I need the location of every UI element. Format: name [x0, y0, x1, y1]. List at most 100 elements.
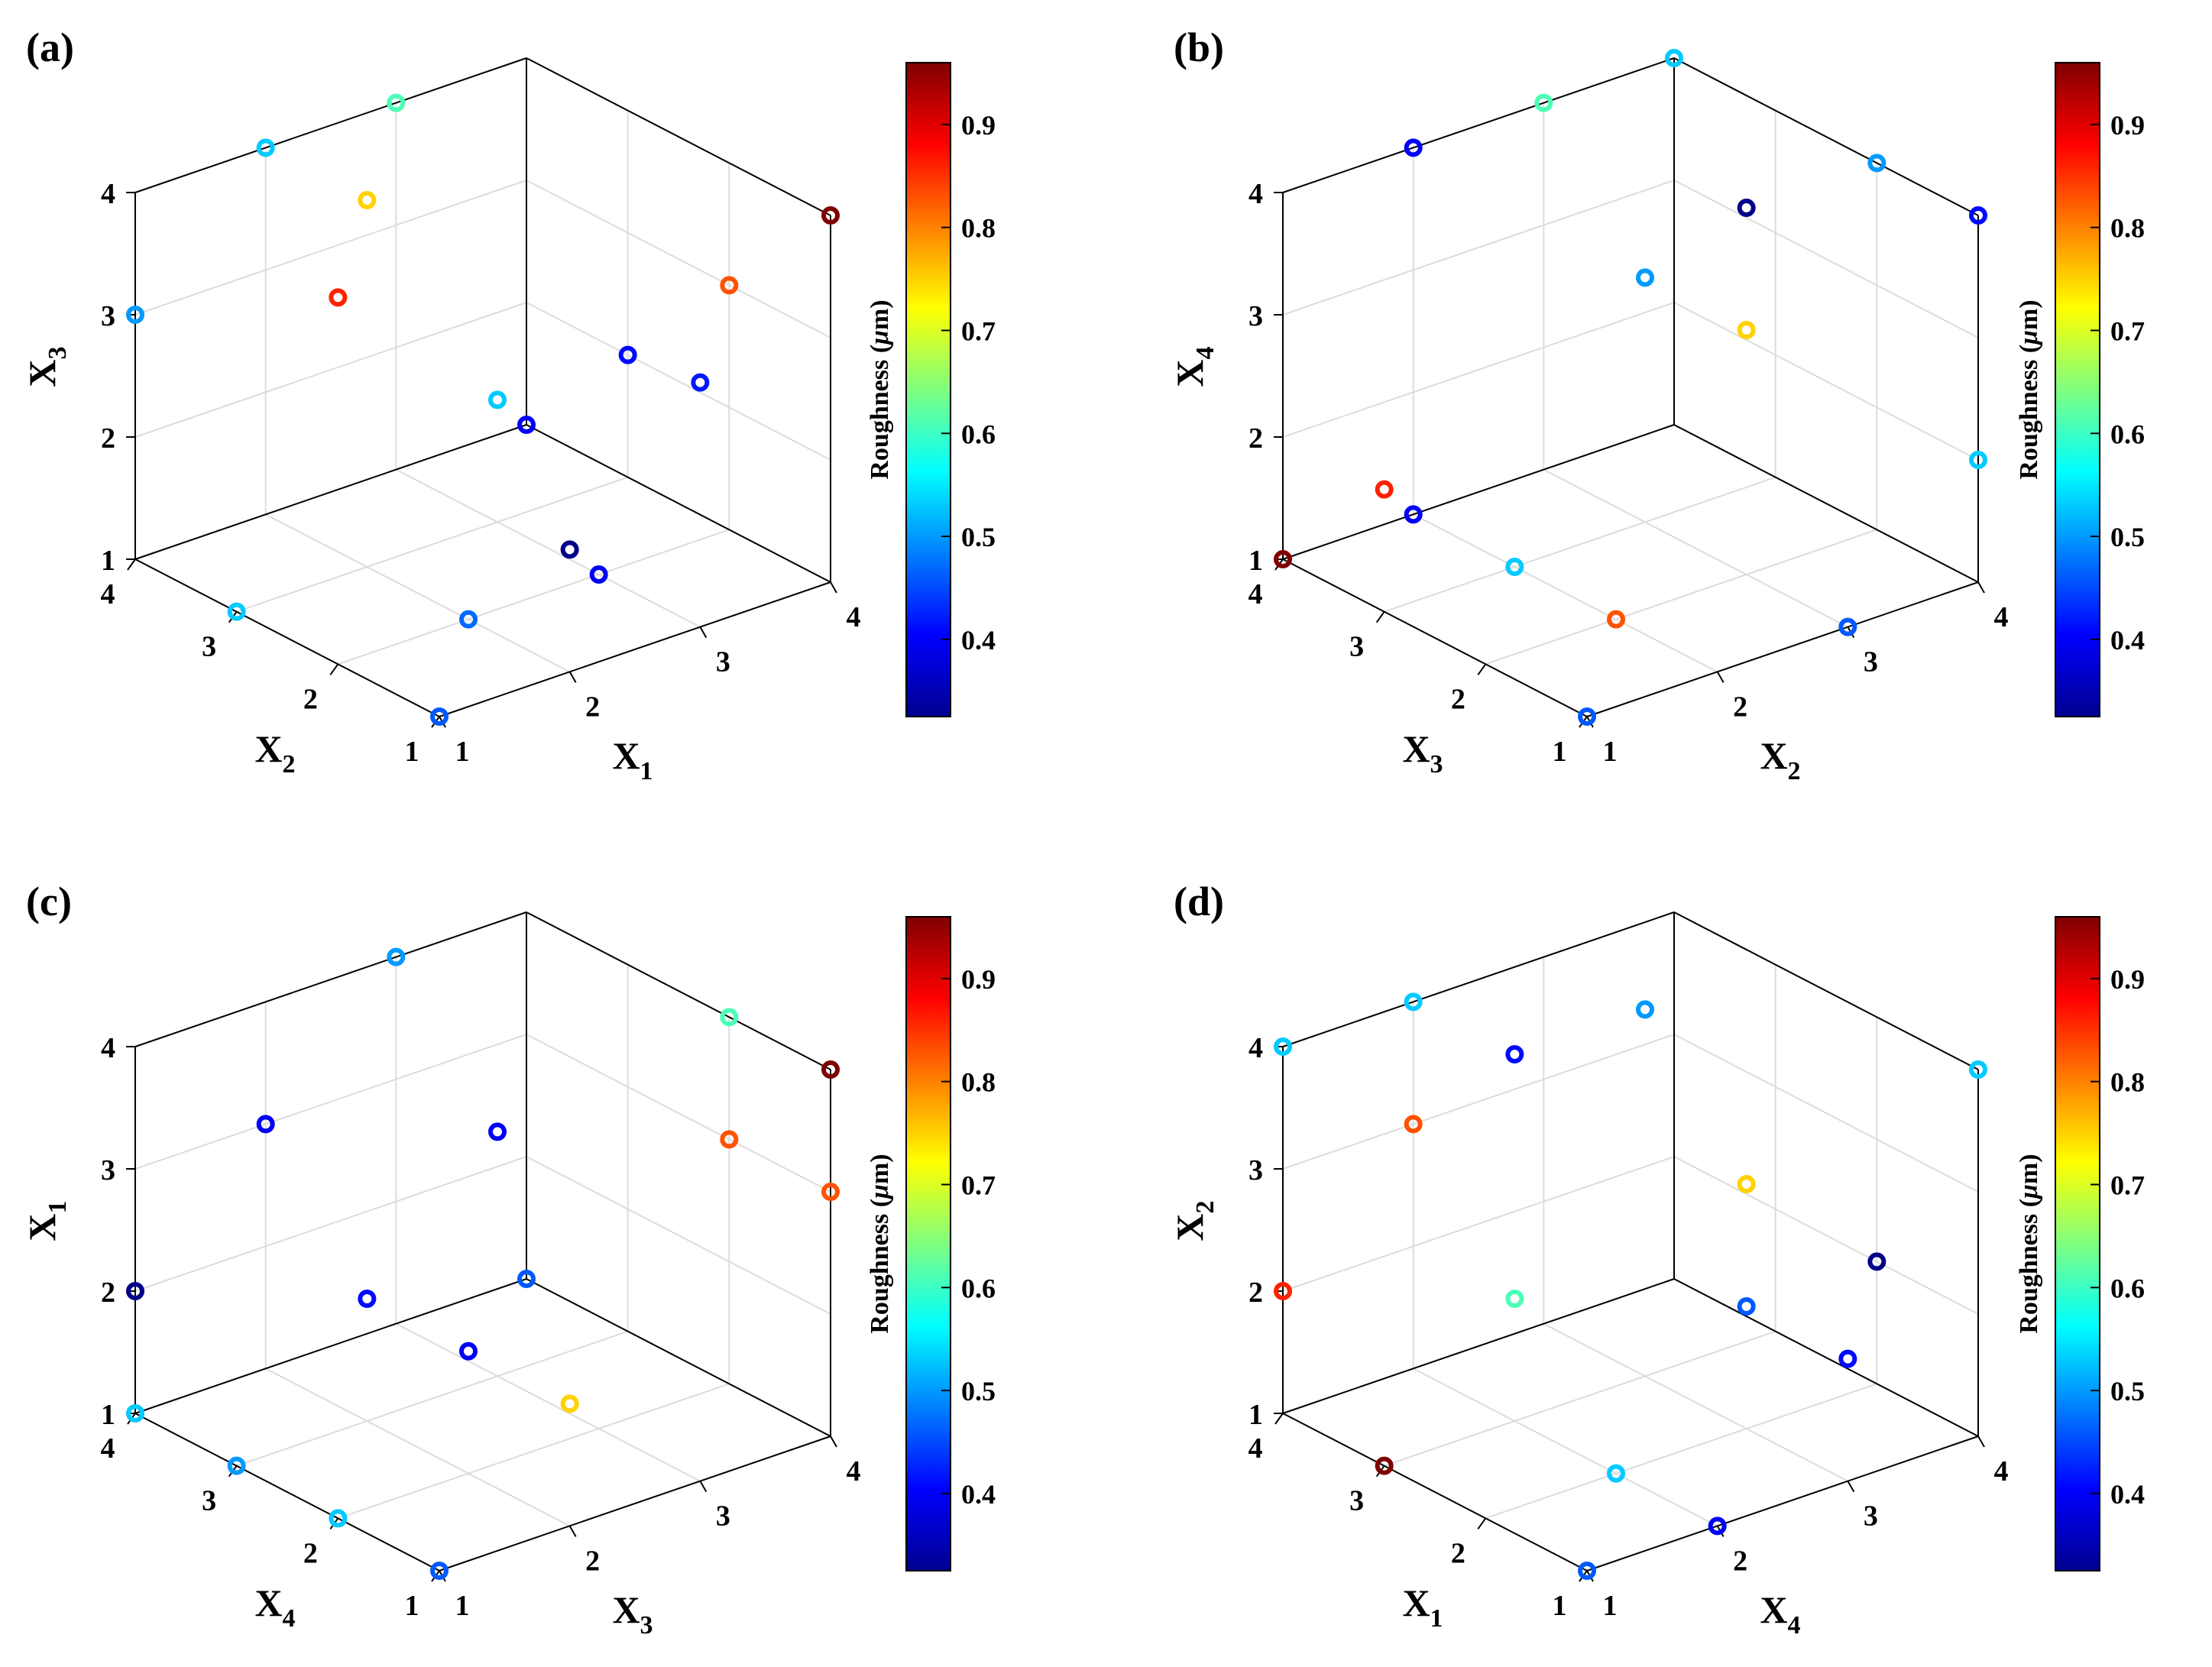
- colorbar-tick-label: 0.6: [961, 1273, 996, 1303]
- data-point: [430, 1562, 449, 1580]
- x-tick-mark: [830, 581, 837, 594]
- data-point: [589, 565, 608, 584]
- back-wall-grid-line: [1282, 302, 1675, 438]
- x-tick-mark: [568, 1525, 577, 1537]
- floor-grid-line: [1485, 1383, 1877, 1520]
- data-point: [1737, 1297, 1756, 1316]
- colorbar-tick-label: 0.7: [961, 316, 996, 346]
- floor-edge: [1673, 424, 1979, 583]
- x-tick-mark: [699, 1481, 708, 1493]
- x-axis-label: X3: [612, 1588, 653, 1639]
- side-wall-grid-line: [1673, 1034, 1979, 1193]
- data-point: [560, 1394, 579, 1413]
- y-tick-label: 1: [405, 1590, 419, 1622]
- x-axis-label: X1: [612, 734, 653, 785]
- y-tick-label: 3: [202, 1485, 216, 1517]
- z-tick-label: 4: [101, 1032, 115, 1064]
- data-point: [227, 602, 246, 621]
- data-point: [1737, 199, 1756, 217]
- side-wall-grid-line: [526, 1034, 831, 1193]
- y-axis-label: X3: [1402, 727, 1443, 778]
- back-wall-grid-line: [1282, 180, 1675, 316]
- data-point: [691, 373, 710, 392]
- z-tick-label: 3: [1249, 300, 1263, 332]
- top-edge: [134, 57, 527, 193]
- y-axis-line: [134, 558, 440, 717]
- data-point: [517, 1270, 536, 1288]
- floor-grid-line: [236, 476, 628, 613]
- data-point: [1534, 93, 1553, 112]
- x-tick-label: 2: [1733, 691, 1747, 723]
- colorbar-tick-label: 0.5: [961, 1376, 996, 1406]
- y-tick-mark: [329, 663, 339, 675]
- y-axis-label: X1: [1402, 1581, 1443, 1633]
- back-wall-grid-line: [134, 1034, 527, 1170]
- colorbar-tick-label: 0.9: [2110, 110, 2145, 141]
- x-tick-mark: [699, 626, 708, 639]
- y-tick-mark: [127, 558, 136, 571]
- colorbar-label: Roughness (μm): [2015, 299, 2043, 479]
- y-axis-line: [134, 1413, 440, 1572]
- colorbar-tick-label: 0.9: [961, 110, 996, 141]
- side-wall-grid-line: [1673, 302, 1979, 461]
- z-tick-label: 3: [101, 1154, 115, 1186]
- data-point: [1404, 505, 1423, 524]
- x-axis-line: [1586, 1436, 1979, 1572]
- data-point: [821, 1183, 840, 1201]
- colorbar-tick-label: 0.4: [961, 625, 996, 655]
- data-point: [1274, 550, 1292, 568]
- y-tick-label: 1: [1553, 736, 1567, 768]
- z-tick-label: 1: [101, 545, 115, 577]
- y-axis-label: X4: [254, 1581, 295, 1633]
- colorbar-tick-label: 0.5: [961, 522, 996, 552]
- data-point: [1505, 1045, 1524, 1063]
- data-point: [256, 138, 275, 157]
- data-point: [387, 93, 406, 112]
- floor-grid-line: [1384, 476, 1776, 613]
- z-axis-label: X4: [1168, 346, 1219, 387]
- colorbar-label: Roughness (μm): [866, 1154, 894, 1333]
- data-point: [517, 416, 536, 434]
- colorbar-tick-label: 0.9: [2110, 964, 2145, 995]
- data-point: [821, 1060, 840, 1079]
- z-tick-label: 3: [101, 300, 115, 332]
- x-tick-label: 4: [847, 1455, 861, 1487]
- side-wall-grid-line: [1673, 1156, 1979, 1315]
- x-tick-label: 3: [716, 1500, 730, 1533]
- y-tick-label: 4: [101, 1432, 115, 1465]
- z-tick-label: 1: [101, 1399, 115, 1431]
- floor-grid-line: [395, 1322, 701, 1482]
- x-tick-label: 4: [1994, 1455, 2009, 1487]
- data-point: [227, 1456, 246, 1475]
- x-tick-mark: [1977, 581, 1985, 594]
- z-tick-label: 1: [1249, 545, 1263, 577]
- floor-edge: [1282, 424, 1675, 560]
- floor-edge: [134, 1278, 527, 1414]
- y-tick-label: 2: [1451, 1537, 1465, 1569]
- floor-edge: [1673, 1278, 1979, 1437]
- colorbar-tick-label: 0.4: [961, 1479, 996, 1510]
- floor-edge: [1282, 1278, 1675, 1414]
- floor-grid-line: [1543, 1322, 1848, 1482]
- data-point: [1375, 480, 1394, 499]
- y-tick-label: 3: [1349, 1485, 1364, 1517]
- z-axis-label: X3: [21, 346, 72, 387]
- data-point: [1867, 1252, 1887, 1271]
- colorbar-tick-label: 0.8: [2110, 213, 2145, 244]
- data-point: [1578, 1562, 1596, 1580]
- data-point: [329, 1509, 348, 1528]
- colorbar: [2055, 916, 2100, 1572]
- data-point: [1636, 268, 1654, 287]
- data-point: [126, 1404, 144, 1423]
- x-tick-label: 2: [1733, 1545, 1747, 1577]
- colorbar-tick-label: 0.7: [2110, 316, 2145, 346]
- top-edge: [1282, 57, 1675, 193]
- x-tick-label: 1: [1603, 1590, 1618, 1622]
- colorbar-tick-label: 0.8: [2110, 1067, 2145, 1098]
- side-wall-grid-line: [526, 1156, 831, 1315]
- data-point: [720, 1008, 739, 1027]
- y-tick-label: 2: [1451, 683, 1465, 715]
- y-tick-label: 1: [1553, 1590, 1567, 1622]
- x-tick-label: 3: [1864, 1500, 1878, 1533]
- data-point: [1708, 1516, 1727, 1536]
